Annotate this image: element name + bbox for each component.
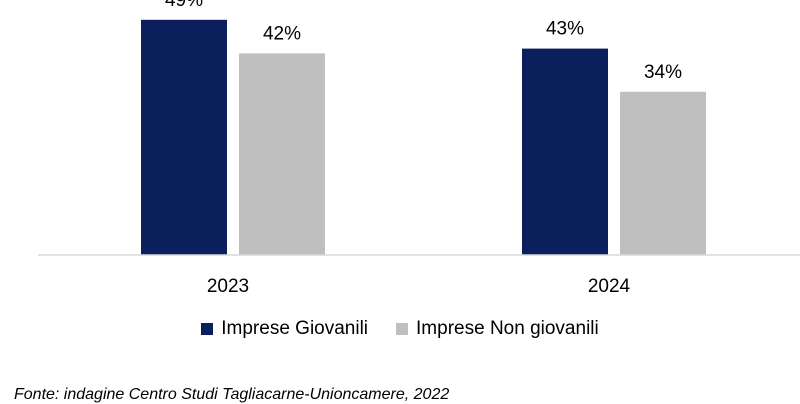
data-label-imprese-non-giovanili-2023: 42% [263,23,301,44]
legend-item-imprese-giovanili: Imprese Giovanili [201,318,368,340]
bar-imprese-giovanili-2023 [141,19,227,255]
bar-imprese-giovanili-2024 [522,48,608,255]
legend-swatch-imprese-non-giovanili [396,323,409,335]
legend: Imprese Giovanili Imprese Non giovanili [0,318,800,340]
legend-item-imprese-non-giovanili: Imprese Non giovanili [396,318,599,340]
legend-label-imprese-non-giovanili: Imprese Non giovanili [416,318,599,339]
data-label-imprese-giovanili-2023: 49% [165,0,203,11]
legend-label-imprese-giovanili: Imprese Giovanili [221,318,369,339]
bar-imprese-non-giovanili-2023 [239,53,325,256]
legend-swatch-imprese-giovanili [201,323,214,335]
source-note: Fonte: indagine Centro Studi Tagliacarne… [14,386,450,403]
data-label-imprese-non-giovanili-2024: 34% [644,62,682,83]
data-label-imprese-giovanili-2024: 43% [546,19,584,40]
bar-imprese-non-giovanili-2024 [620,91,706,255]
bars-layer [141,19,706,256]
x-tick-label-2024: 2024 [588,276,631,297]
labels-layer: 49% 42% 2023 43% 34% 2024 [165,0,682,297]
x-tick-label-2023: 2023 [207,276,249,297]
